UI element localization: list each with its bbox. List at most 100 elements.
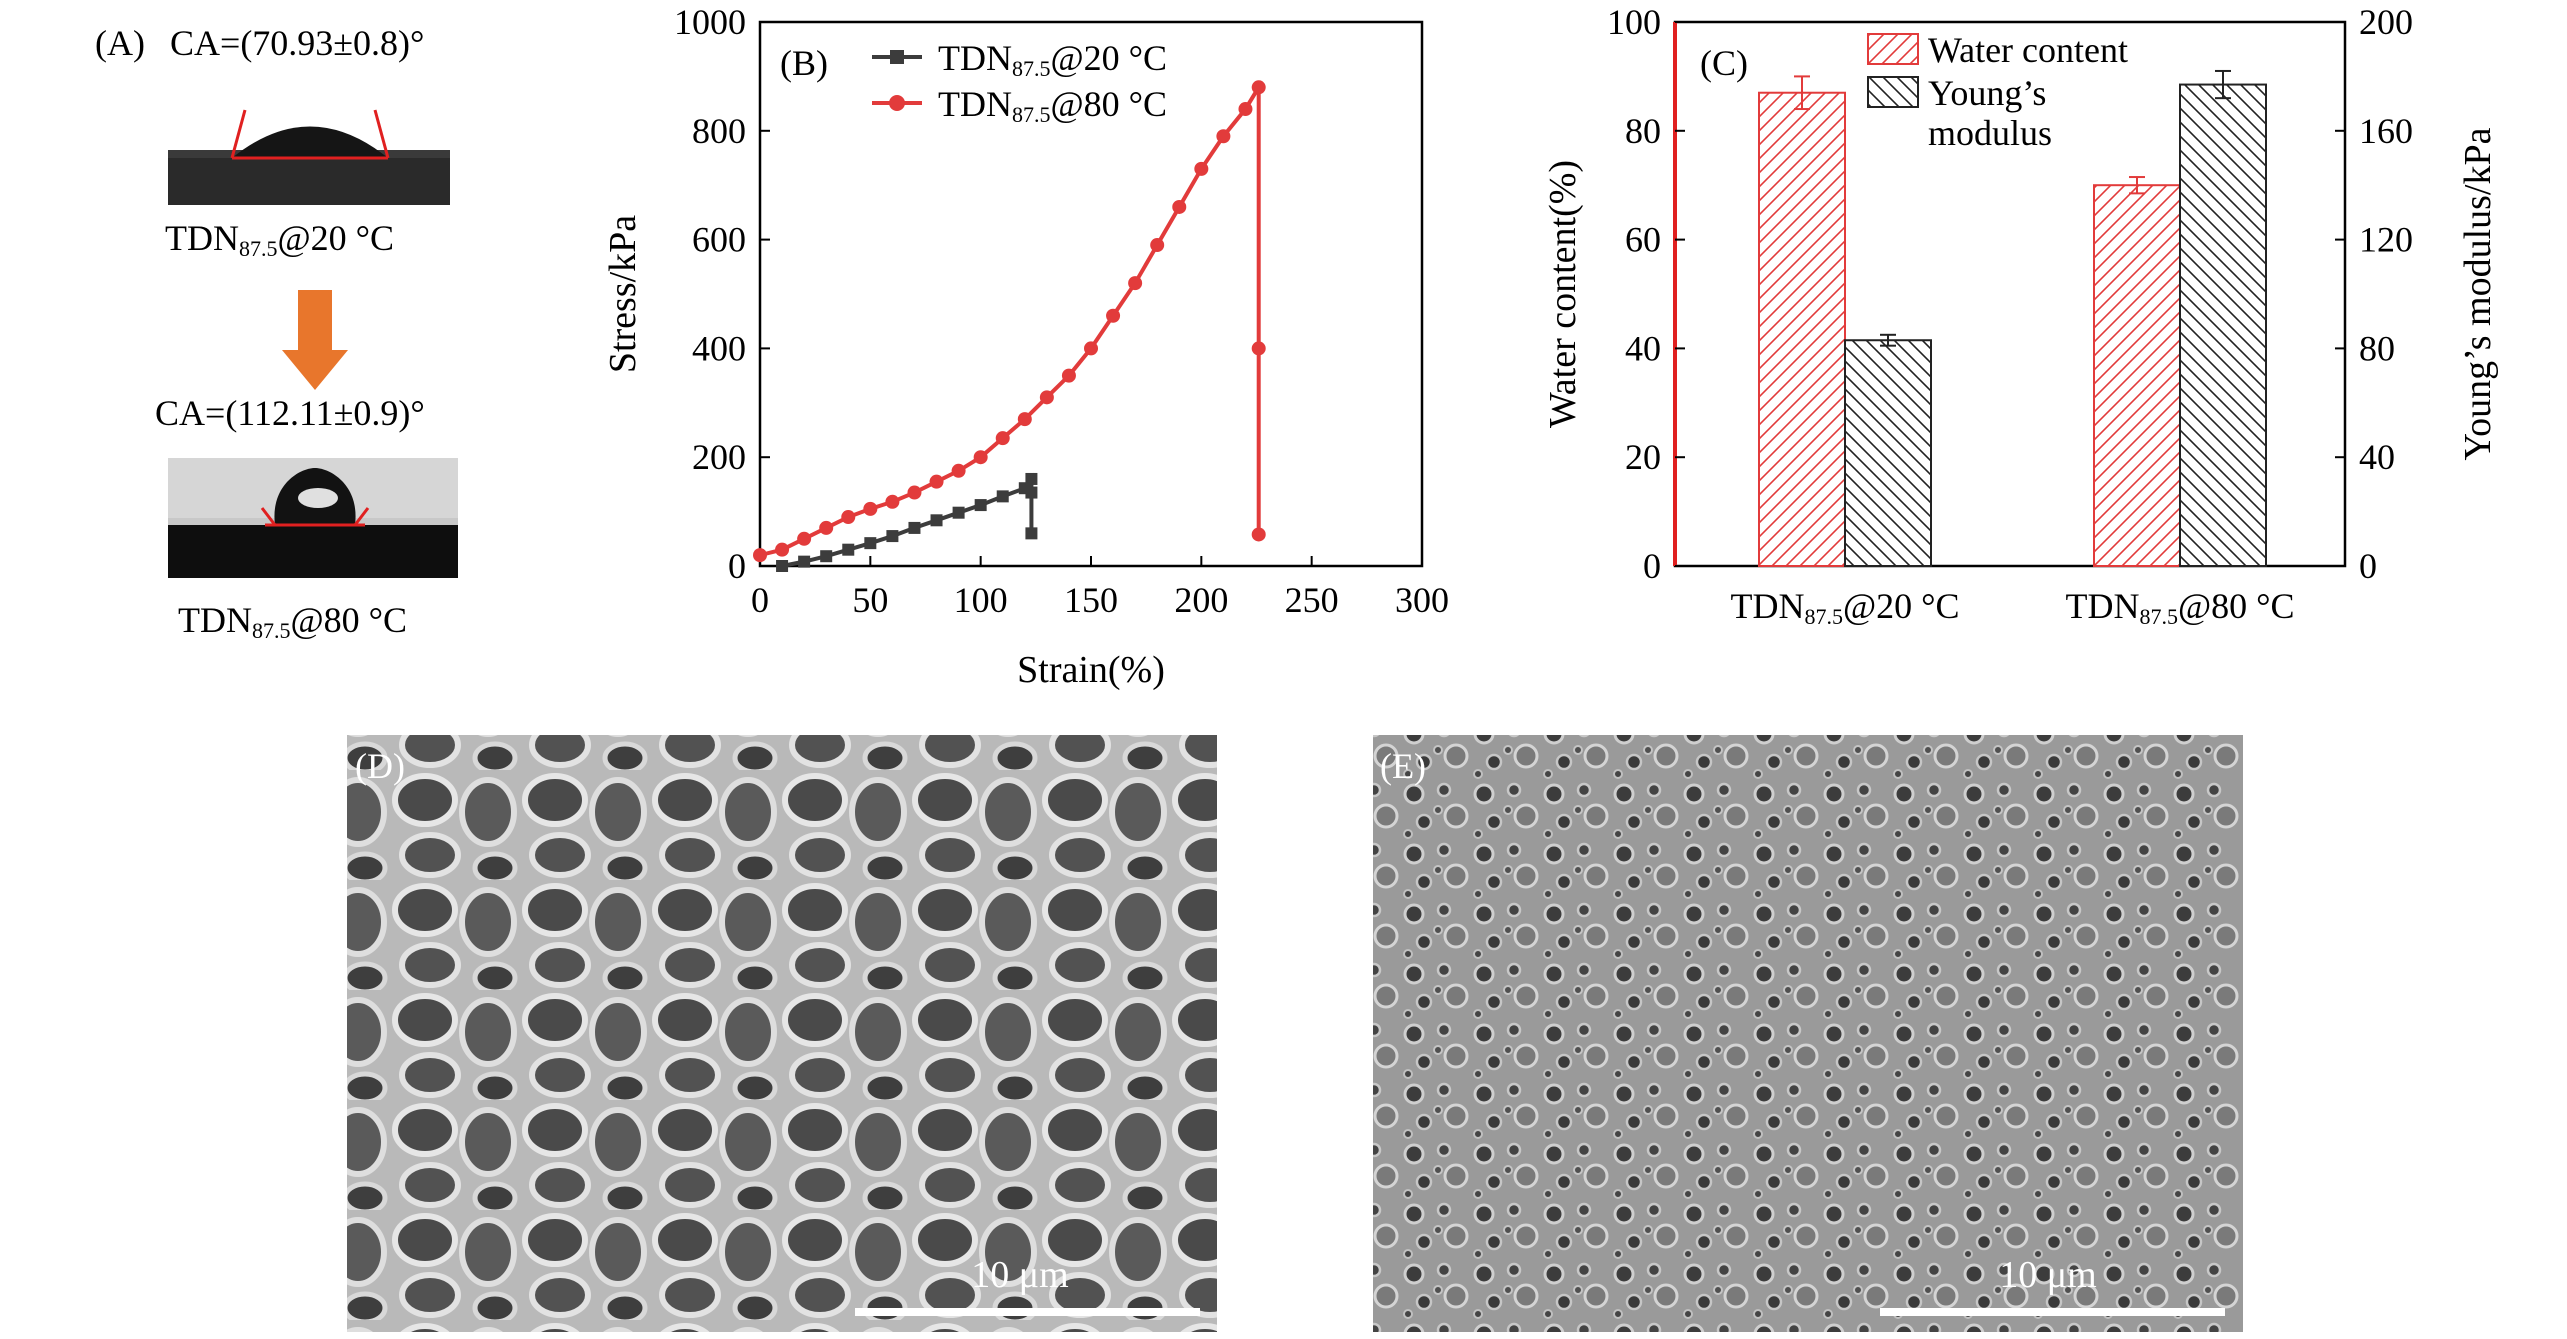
chart-b-ytick-label: 0: [728, 546, 746, 586]
chart-b-point-1: [863, 501, 878, 516]
chart-c-ytick-left-label: 0: [1643, 546, 1661, 586]
chart-b-ytick-label: 1000: [674, 2, 746, 42]
chart-b-point-1: [1017, 412, 1032, 427]
chart-b-point-1: [1238, 102, 1253, 117]
chart-c-ytick-right-label: 80: [2359, 328, 2395, 368]
chart-b-point-0: [798, 555, 811, 568]
chart-b-point-1: [1172, 199, 1187, 214]
chart-b-point-1: [841, 510, 856, 525]
chart-b-point-0: [886, 530, 899, 543]
chart-b-stress-strain: (B) Strain(%) Stress/kPa 0 50 100 150 200 250…: [602, 2, 1449, 691]
chart-b-point-1: [753, 548, 767, 563]
chart-b-xtick-label: 150: [1064, 580, 1118, 620]
chart-c-bar-0: [2093, 184, 2181, 567]
chart-b-legend: TDN87.5@20 °C TDN87.5@80 °C: [872, 38, 1167, 127]
legend-80c-marker: [872, 95, 922, 111]
chart-c-ytick-right-label: 40: [2359, 437, 2395, 477]
chart-b-panel-label: (B): [780, 43, 828, 83]
chart-b-point-0: [864, 537, 877, 550]
chart-b-point-1: [797, 531, 812, 546]
chart-b-xtick-label: 0: [751, 580, 769, 620]
chart-b-point-1: [1061, 368, 1076, 383]
chart-c-ylabel-left: Water content(%): [1542, 160, 1584, 428]
panel-e-sem: (E) 10 μm: [1373, 735, 2243, 1332]
chart-b-point-0: [952, 506, 965, 519]
panel-e-label: (E): [1380, 746, 1426, 786]
chart-c-ylabel-right: Young’s modulus/kPa: [2457, 127, 2499, 460]
chart-c-ytick-left-label: 40: [1625, 328, 1661, 368]
chart-b-point-1: [1106, 308, 1121, 323]
chart-b-point-0: [842, 543, 855, 556]
chart-c-ytick-left-label: 100: [1607, 2, 1661, 42]
chart-c-category-label: TDN87.5@20 °C: [1730, 586, 1959, 629]
chart-b-point-0: [996, 490, 1009, 503]
sem-image-e: [1373, 735, 2243, 1332]
chart-c-bar-1: [2179, 83, 2267, 567]
legend-20c-marker: [872, 50, 922, 64]
chart-b-ytick-label: 800: [692, 111, 746, 151]
scale-bar-d-label: 10 μm: [971, 1254, 1068, 1296]
chart-b-point-1: [775, 542, 790, 557]
legend-20c-label: TDN87.5@20 °C: [938, 38, 1167, 81]
chart-b-point-0: [820, 550, 833, 563]
chart-b-point-0: [1025, 472, 1038, 485]
chart-b-point-0: [974, 499, 987, 512]
chart-c-ytick-left-label: 60: [1625, 220, 1661, 260]
panel-d-label: (D): [355, 746, 405, 786]
chart-c-bar-1: [1844, 339, 1932, 567]
chart-c-category-label: TDN87.5@80 °C: [2065, 586, 2294, 629]
chart-b-point-1: [819, 520, 834, 535]
chart-b-point-1: [907, 485, 922, 500]
chart-b-point-1: [973, 450, 988, 465]
chart-c-legend: Water content Young’s modulus: [1867, 30, 2128, 153]
chart-b-ytick-label: 400: [692, 328, 746, 368]
chart-b-point-1: [1150, 238, 1165, 253]
legend-water-swatch: [1867, 33, 1919, 65]
droplet-photo-20c: [168, 109, 450, 205]
chart-c-water-modulus: (C) Water content(%) Young’s modulus/kPa…: [1542, 2, 2499, 629]
chart-b-series-line-0: [781, 472, 1034, 568]
chart-b-point-1: [1194, 161, 1209, 176]
legend-modulus-label-2: modulus: [1928, 113, 2052, 153]
chart-b-xtick-label: 250: [1285, 580, 1339, 620]
chart-b-point-1: [885, 494, 900, 509]
chart-b-point-1: [1216, 129, 1231, 144]
legend-modulus-swatch: [1867, 76, 1919, 108]
chart-b-point-1: [951, 463, 966, 478]
chart-b-ylabel: Stress/kPa: [602, 215, 644, 373]
contact-angle-80c: CA=(112.11±0.9)°: [155, 393, 425, 433]
chart-b-point-0: [908, 521, 921, 534]
legend-80c-label: TDN87.5@80 °C: [938, 84, 1167, 127]
legend-water-label: Water content: [1928, 30, 2128, 70]
panel-a-label: (A): [95, 23, 145, 63]
chart-b-point-1: [1128, 276, 1143, 291]
contact-angle-20c: CA=(70.93±0.8)°: [170, 23, 424, 63]
chart-b-xtick-label: 300: [1395, 580, 1449, 620]
chart-b-point-1: [1084, 341, 1098, 356]
down-arrow-icon: [282, 290, 348, 390]
chart-b-xtick-label: 200: [1174, 580, 1228, 620]
chart-b-series-line-1: [759, 80, 1261, 558]
chart-c-ytick-right-label: 0: [2359, 546, 2377, 586]
panel-a: (A) CA=(70.93±0.8)° TDN87.5@20 °C CA=(11…: [95, 23, 458, 643]
chart-b-xlabel: Strain(%): [1017, 649, 1165, 691]
sample-label-80c: TDN87.5@80 °C: [178, 600, 407, 643]
chart-c-ytick-left-label: 20: [1625, 437, 1661, 477]
chart-b-ytick-label: 600: [692, 220, 746, 260]
chart-b-point-0: [1025, 486, 1038, 499]
chart-b-point-1: [1251, 80, 1266, 95]
chart-b-point-1: [1039, 390, 1054, 405]
chart-c-ytick-left-label: 80: [1625, 111, 1661, 151]
chart-b-ytick-label: 200: [692, 437, 746, 477]
chart-c-panel-label: (C): [1700, 43, 1748, 83]
chart-b-xtick-label: 50: [852, 580, 888, 620]
sample-label-20c: TDN87.5@20 °C: [165, 218, 394, 261]
chart-c-bar-0: [1758, 91, 1846, 567]
sem-image-d: [347, 735, 1217, 1332]
chart-b-point-0: [930, 514, 943, 527]
chart-c-ytick-right-label: 160: [2359, 111, 2413, 151]
droplet-photo-80c: [168, 458, 458, 578]
scale-bar-e-label: 10 μm: [1999, 1254, 2096, 1296]
panel-d-sem: (D) 10 μm: [347, 735, 1217, 1332]
